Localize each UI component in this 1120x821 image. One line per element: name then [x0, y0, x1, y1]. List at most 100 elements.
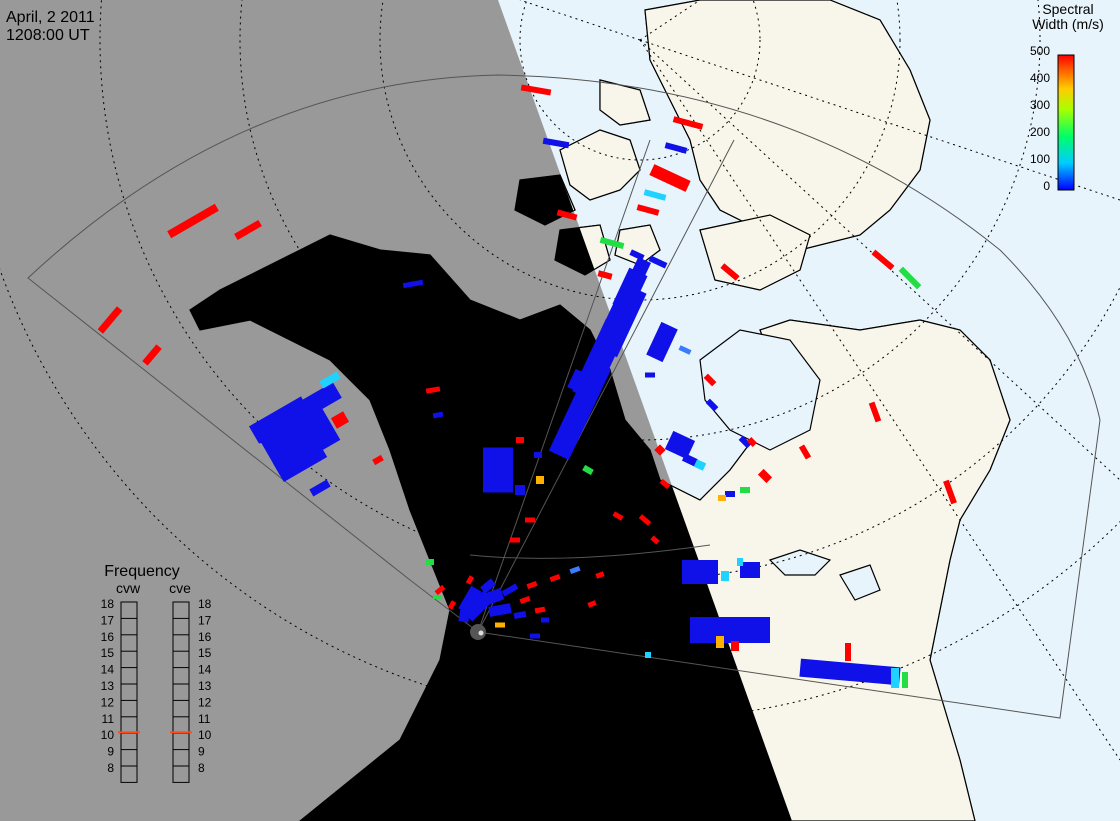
- scatter-cell: [465, 575, 475, 585]
- scatter-cell: [372, 454, 384, 466]
- frequency-column-cvw: [120, 601, 138, 783]
- scatter-cell: [654, 444, 666, 456]
- scatter-cell: [868, 401, 882, 423]
- colorbar-tick-200: 200: [1030, 125, 1050, 139]
- radar-site-center: [478, 630, 484, 636]
- scatter-cell: [433, 595, 441, 599]
- frequency-level-label: 10: [198, 728, 212, 742]
- colorbar-title-line1: Spectral: [1042, 1, 1093, 17]
- scatter-cell: [510, 537, 520, 543]
- scatter-cell: [569, 565, 581, 575]
- frequency-level-label: 10: [101, 728, 115, 742]
- frequency-level-label: 14: [101, 663, 115, 677]
- scatter-cell: [519, 595, 531, 605]
- frequency-level-label: 9: [107, 745, 114, 759]
- scatter-cell: [740, 487, 750, 493]
- scatter-cell: [515, 485, 525, 495]
- scatter-cell: [898, 266, 922, 290]
- scatter-cell: [845, 643, 851, 661]
- frequency-level-label: 17: [198, 613, 212, 627]
- scatter-cell: [495, 622, 505, 628]
- scatter-cell: [705, 398, 719, 412]
- colorbar-tick-300: 300: [1030, 98, 1050, 112]
- scatter-cell: [599, 236, 625, 250]
- scatter-cell: [475, 587, 505, 609]
- scatter-cell: [551, 423, 579, 457]
- scatter-cell: [716, 636, 724, 648]
- scatter-cell: [595, 571, 605, 579]
- colorbar-tick-500: 500: [1030, 44, 1050, 58]
- scatter-cell: [556, 209, 578, 221]
- scatter-cell: [425, 386, 441, 394]
- frequency-level-label: 11: [102, 712, 115, 726]
- scatter-cell: [747, 437, 757, 447]
- frequency-level-label: 18: [101, 597, 115, 611]
- scatter-cell: [458, 601, 472, 623]
- scatter-cell: [402, 279, 424, 289]
- colorbar: Spectral Width (m/s) 500 400 300 200 100…: [1030, 1, 1104, 193]
- geographic-grid: [0, 0, 1120, 761]
- scatter-cell: [542, 137, 570, 149]
- scatter-cell: [612, 511, 624, 521]
- scatter-cell: [272, 437, 328, 483]
- scatter-cell: [582, 464, 594, 476]
- frequency-column-cve: [172, 601, 190, 783]
- scatter-cell: [309, 479, 331, 497]
- radar-sites: cvw cve: [450, 624, 507, 660]
- scatter-cell: [718, 495, 726, 501]
- scatter-cell: [597, 270, 613, 280]
- frequency-level-label: 12: [101, 695, 115, 709]
- scatter-cell: [253, 416, 287, 444]
- scatter-cell: [643, 189, 667, 201]
- scatter-cell: [720, 263, 740, 281]
- frequency-level-label: 16: [101, 630, 115, 644]
- scatter-cell: [142, 344, 162, 366]
- scatter-cell: [636, 204, 660, 216]
- radar-label-cve: cve: [490, 648, 507, 660]
- scatter-cell: [97, 306, 123, 334]
- colorbar-tick-100: 100: [1030, 152, 1050, 166]
- scatter-cell: [902, 672, 908, 688]
- frequency-level-label: 8: [107, 761, 114, 775]
- fov-outline: [27, 74, 1101, 719]
- scatter-cell: [648, 255, 668, 269]
- colorbar-title-line2: Width (m/s): [1032, 16, 1104, 32]
- scatter-cell: [520, 84, 552, 96]
- scatter-cell: [167, 203, 219, 239]
- frequency-level-label: 12: [198, 695, 212, 709]
- scatter-cell: [526, 580, 538, 590]
- frequency-level-label: 13: [101, 679, 115, 693]
- scatter-cell: [943, 479, 957, 505]
- scatter-cell: [534, 606, 546, 614]
- scatter-cell: [703, 373, 717, 387]
- scatter-cell: [757, 468, 773, 484]
- scatter-cell: [530, 633, 540, 639]
- title-date: April, 2 2011: [6, 9, 95, 26]
- frequency-panel: Frequency cvw cve 1817161514131211109818…: [101, 563, 212, 783]
- scatter-cell: [541, 617, 549, 623]
- scatter-cell: [480, 578, 496, 594]
- title-block: April, 2 2011 1208:00 UT: [6, 9, 95, 44]
- radar-label-cvw: cvw: [450, 648, 469, 660]
- scatter-cell: [549, 573, 561, 583]
- frequency-radar-cvw: cvw: [116, 580, 141, 596]
- scatter-cell: [799, 658, 901, 686]
- scatter-cell: [646, 321, 678, 363]
- scatter-cell: [725, 491, 735, 497]
- frequency-level-label: 15: [101, 646, 115, 660]
- scatter-cell: [298, 382, 342, 418]
- scatter-cell: [483, 447, 513, 493]
- scatter-cell: [629, 249, 645, 261]
- scatter-cell: [871, 249, 895, 271]
- scatter-cell: [626, 273, 638, 281]
- frequency-level-label: 16: [198, 630, 212, 644]
- frequency-level-label: 8: [198, 761, 205, 775]
- scatter-cell: [534, 452, 542, 458]
- frequency-level-label: 15: [198, 646, 212, 660]
- frequency-level-label: 14: [198, 663, 212, 677]
- scatter-cell: [525, 517, 535, 523]
- scatter-cell: [234, 219, 262, 241]
- scatter-cell: [672, 116, 704, 130]
- scatter-cell: [700, 617, 720, 627]
